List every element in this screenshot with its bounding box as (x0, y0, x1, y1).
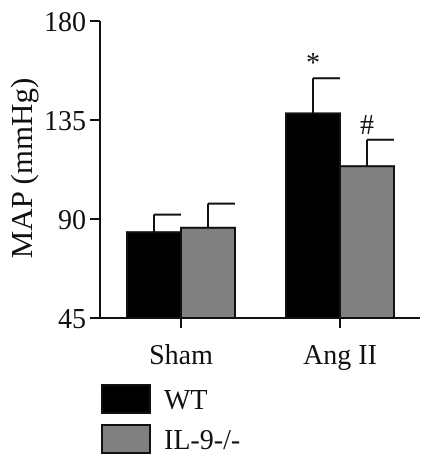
y-tick-label: 180 (44, 7, 86, 38)
y-tick-label: 45 (58, 304, 86, 335)
legend-swatch (101, 384, 151, 414)
bar-IL-9-/--Sham (180, 226, 236, 319)
y-axis-label: MAP (mmHg) (4, 78, 39, 259)
significance-marker: # (360, 110, 374, 141)
x-tick-label: Sham (149, 340, 213, 371)
bar-WT-Ang II (285, 112, 341, 320)
legend-swatch (101, 424, 151, 454)
bar-IL-9-/--Ang II (339, 165, 395, 319)
x-axis: Sham Ang II (100, 317, 420, 371)
significance-marker: * (306, 48, 320, 79)
bars: *# (126, 48, 395, 320)
y-axis: 45 90 135 180 (44, 7, 101, 335)
bar-WT-Sham (126, 231, 182, 319)
legend: WT IL-9-/- (101, 384, 240, 456)
legend-label: WT (164, 385, 208, 416)
y-tick-label: 90 (58, 205, 86, 236)
y-tick-label: 135 (44, 106, 86, 137)
legend-label: IL-9-/- (164, 425, 240, 456)
x-tick-label: Ang II (303, 340, 377, 371)
